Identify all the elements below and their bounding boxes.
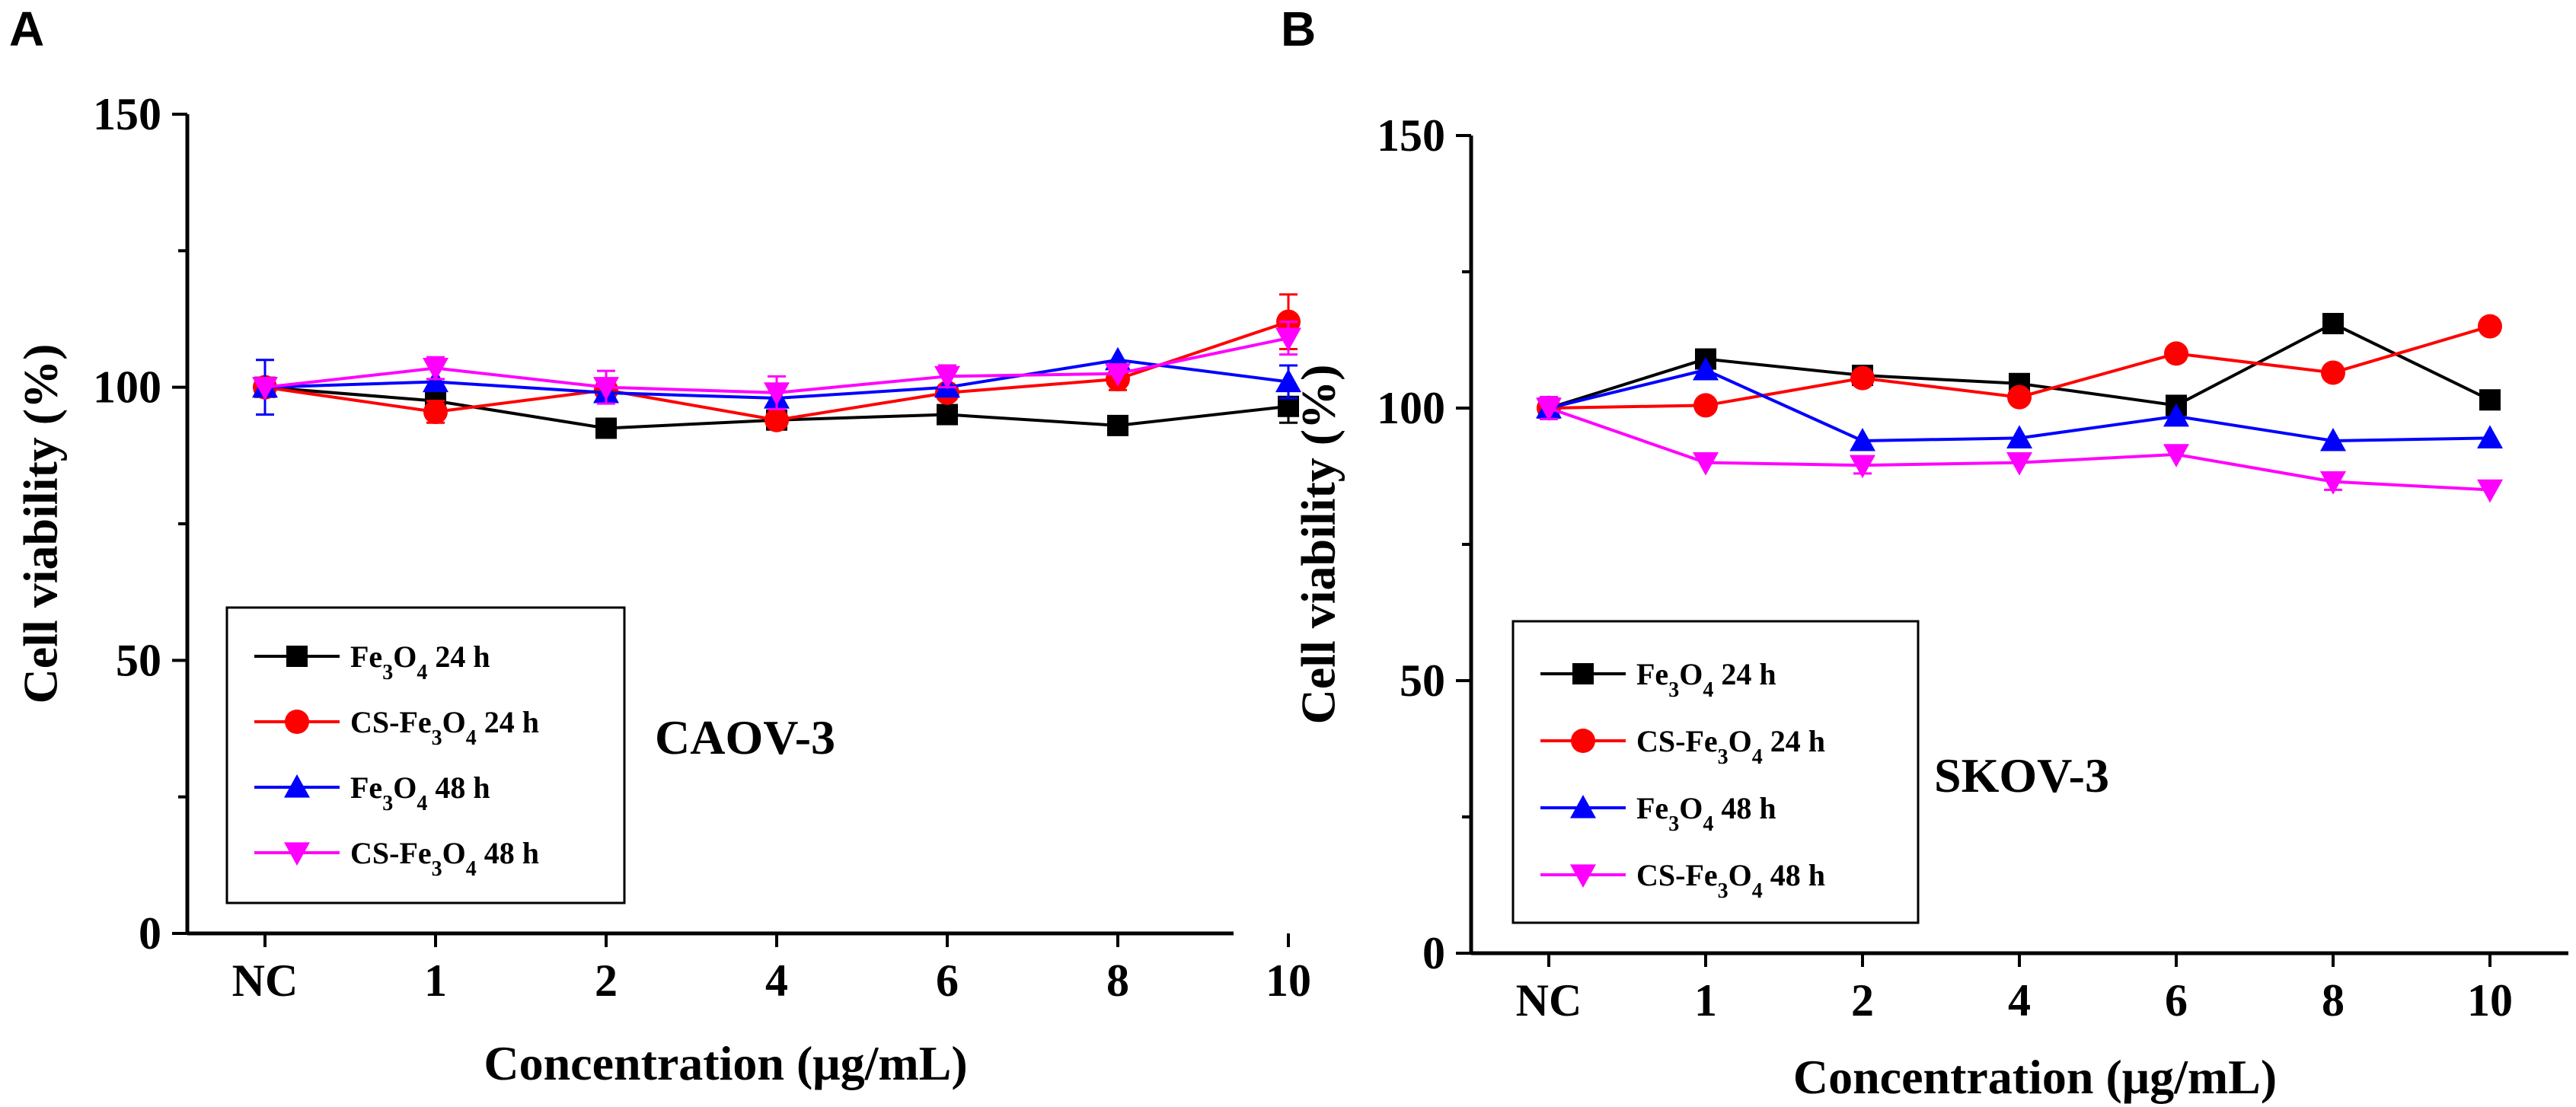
legend-label: Fe3O4 48 h: [1636, 791, 1776, 836]
data-point: [1107, 414, 1128, 436]
data-point: [1693, 452, 1719, 476]
y-axis-title: Cell viability (%): [1291, 365, 1345, 725]
data-point: [934, 365, 960, 390]
data-point: [423, 357, 448, 381]
data-point: [2164, 341, 2188, 366]
data-point: [2477, 425, 2503, 448]
legend-item: Fe3O4 48 h: [254, 770, 490, 815]
data-point: [765, 407, 789, 432]
x-tick-label: 10: [1266, 955, 1311, 1006]
x-tick-label: 2: [595, 955, 618, 1006]
legend-item: CS-Fe3O4 24 h: [254, 705, 539, 750]
legend-marker: [285, 710, 309, 734]
legend-item: CS-Fe3O4 48 h: [254, 836, 539, 881]
legend-label: Fe3O4 48 h: [350, 770, 490, 815]
data-point: [1693, 393, 1718, 418]
legend-marker: [284, 842, 310, 866]
y-tick-label: 0: [1422, 928, 1445, 978]
y-axis-title: Cell viability (%): [14, 344, 68, 704]
x-tick-label: 1: [1694, 975, 1717, 1026]
panel-a: A 0 50 100 150 NC 1 2 4 6 8 10 Cell viability (%) Con…: [9, 2, 1311, 1090]
series-4: [1536, 396, 2503, 503]
cell-line-label: CAOV-3: [655, 710, 835, 764]
legend-label: Fe3O4 24 h: [1636, 657, 1776, 702]
data-point: [1693, 356, 1719, 381]
panel-letter: A: [9, 2, 44, 56]
y-tick-label: 0: [139, 908, 161, 959]
data-point: [1850, 365, 1875, 391]
legend-label: Fe3O4 24 h: [350, 640, 490, 684]
legend-marker: [284, 774, 310, 798]
y-tick-label: 150: [93, 89, 161, 139]
y-tick-label: 100: [1377, 383, 1445, 433]
data-point: [1275, 327, 1301, 352]
legend-label: CS-Fe3O4 24 h: [1636, 724, 1825, 769]
data-point: [2163, 444, 2189, 467]
data-point: [423, 399, 448, 424]
y-tick-label: 150: [1377, 110, 1445, 161]
data-point: [252, 377, 278, 400]
data-point: [2007, 384, 2032, 410]
data-point: [937, 404, 958, 426]
data-point: [2321, 360, 2345, 385]
legend-item: CS-Fe3O4 24 h: [1540, 724, 1825, 769]
x-tick-label: NC: [1516, 975, 1582, 1026]
x-tick-label: 8: [1106, 955, 1129, 1006]
legend-label: CS-Fe3O4 48 h: [1636, 858, 1825, 903]
x-axis-title: Concentration (μg/mL): [1793, 1050, 2277, 1104]
data-point: [1275, 368, 1301, 393]
data-point: [2006, 425, 2032, 448]
y-tick-label: 50: [116, 635, 161, 685]
x-tick-label: 8: [2322, 975, 2345, 1026]
legend-marker: [1570, 795, 1596, 818]
data-point: [2478, 314, 2502, 339]
data-point: [2320, 471, 2346, 495]
legend-marker: [1572, 663, 1594, 684]
data-point: [764, 382, 790, 406]
data-point: [2477, 479, 2503, 503]
x-tick-label: 4: [2008, 975, 2031, 1026]
x-axis-title: Concentration (μg/mL): [484, 1036, 967, 1090]
x-tick-label: 2: [1851, 975, 1874, 1026]
data-point: [2479, 389, 2501, 411]
x-tick-label: 4: [765, 955, 788, 1006]
legend-marker: [1570, 864, 1596, 888]
x-tick-label: 6: [936, 955, 959, 1006]
y-tick-label: 50: [1400, 656, 1445, 706]
series-line: [1548, 407, 2491, 492]
legend-label: CS-Fe3O4 48 h: [350, 836, 539, 881]
legend-marker: [286, 646, 308, 667]
x-tick-label: 10: [2467, 975, 2513, 1026]
legend: Fe3O4 24 h CS-Fe3O4 24 h Fe3O4 48 h CS-Fe3O…: [1511, 620, 1920, 924]
data-point: [593, 377, 619, 400]
x-tick-label: 6: [2165, 975, 2188, 1026]
cell-line-label: SKOV-3: [1934, 748, 2109, 802]
legend-item: Fe3O4 24 h: [1540, 657, 1776, 702]
data-point: [1105, 363, 1131, 387]
y-tick-label: 100: [93, 362, 161, 413]
data-point: [2320, 427, 2346, 451]
legend: Fe3O4 24 h CS-Fe3O4 24 h Fe3O4 48 h CS-Fe3O…: [225, 606, 626, 904]
legend-label: CS-Fe3O4 24 h: [350, 705, 539, 750]
data-point: [2006, 452, 2032, 476]
legend-item: CS-Fe3O4 48 h: [1540, 858, 1825, 903]
data-point: [595, 417, 617, 439]
panel-letter: B: [1281, 2, 1316, 56]
data-point: [1850, 427, 1875, 451]
data-point: [1536, 397, 1562, 421]
data-point: [1850, 455, 1875, 479]
x-tick-label: NC: [232, 955, 298, 1006]
data-point: [2163, 403, 2189, 427]
legend-item: Fe3O4 24 h: [254, 640, 490, 684]
panel-b: B 0 50 100 150 NC 1 2 4 6 8 10 Cell viability (%) Con…: [1281, 2, 2568, 1104]
series-4: [252, 321, 1301, 410]
legend-item: Fe3O4 48 h: [1540, 791, 1776, 836]
x-tick-label: 1: [424, 955, 447, 1006]
legend-marker: [1571, 729, 1595, 753]
data-point: [2322, 313, 2344, 335]
